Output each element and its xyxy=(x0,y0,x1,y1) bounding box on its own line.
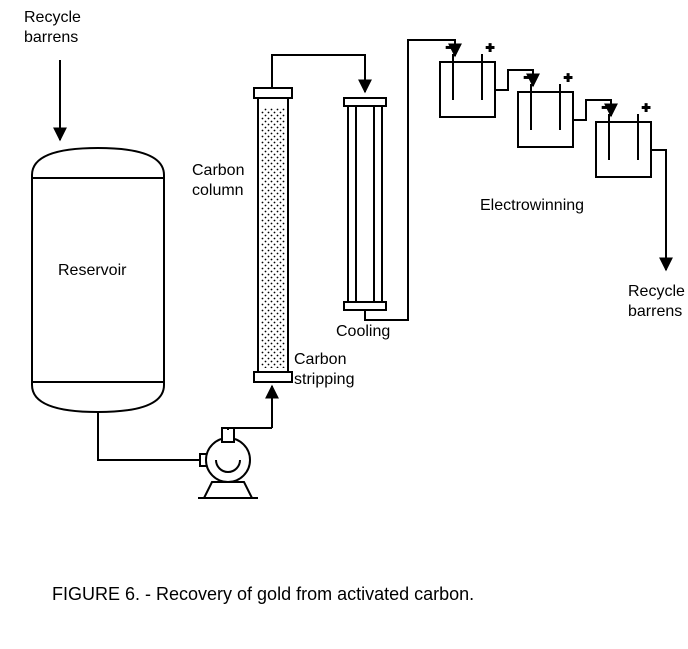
carbon-column xyxy=(254,88,292,382)
recycle-barrens-in-label-2: barrens xyxy=(24,29,78,46)
reservoir-vessel xyxy=(32,148,164,412)
diagram-canvas: Recycle barrens Reservoir xyxy=(0,0,688,649)
svg-text:−: − xyxy=(446,39,454,55)
figure-caption: FIGURE 6. - Recovery of gold from activa… xyxy=(52,584,474,604)
svg-text:−: − xyxy=(602,99,610,115)
electrowinning-cell-1: − + xyxy=(440,39,495,117)
cooling-label: Cooling xyxy=(336,323,390,340)
carbon-column-label-2: column xyxy=(192,182,244,199)
electrowinning-cell-2: − + xyxy=(518,69,573,147)
recycle-barrens-in-label-1: Recycle xyxy=(24,9,81,26)
column-to-cooler-flow xyxy=(272,55,365,92)
carbon-column-label-1: Carbon xyxy=(192,162,244,179)
svg-text:+: + xyxy=(642,99,650,115)
svg-text:+: + xyxy=(564,69,572,85)
carbon-stripping-label-2: stripping xyxy=(294,371,354,388)
reservoir-to-pump-flow xyxy=(98,412,204,460)
cell3-to-outlet-flow xyxy=(651,150,666,270)
electrowinning-label: Electrowinning xyxy=(480,197,584,214)
electrowinning-cells: − + − + − + xyxy=(440,39,651,177)
reservoir-label: Reservoir xyxy=(58,262,127,279)
cooling-column xyxy=(344,98,386,310)
electrowinning-cell-3: − + xyxy=(596,99,651,177)
carbon-stripping-label-1: Carbon xyxy=(294,351,346,368)
svg-text:−: − xyxy=(524,69,532,85)
pump xyxy=(198,428,258,498)
recycle-barrens-out-label-1: Recycle xyxy=(628,283,685,300)
recycle-barrens-out-label-2: barrens xyxy=(628,303,682,320)
pump-to-column-flow xyxy=(228,386,272,430)
svg-text:+: + xyxy=(486,39,494,55)
